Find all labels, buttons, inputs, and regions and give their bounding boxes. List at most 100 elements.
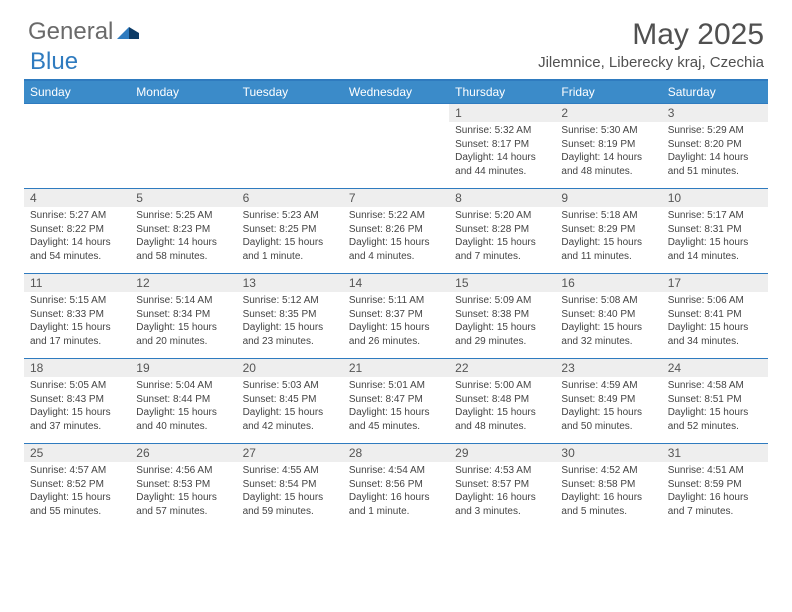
day-number: 17 (662, 274, 768, 292)
day-body: Sunrise: 4:51 AMSunset: 8:59 PMDaylight:… (662, 462, 768, 522)
dow-label: Friday (555, 81, 661, 103)
calendar: SundayMondayTuesdayWednesdayThursdayFrid… (24, 79, 768, 528)
day-number: 24 (662, 359, 768, 377)
day-number: 1 (449, 104, 555, 122)
day-body: Sunrise: 5:17 AMSunset: 8:31 PMDaylight:… (662, 207, 768, 267)
day-body: Sunrise: 5:01 AMSunset: 8:47 PMDaylight:… (343, 377, 449, 437)
day-body: Sunrise: 5:05 AMSunset: 8:43 PMDaylight:… (24, 377, 130, 437)
month-title: May 2025 (538, 18, 764, 52)
day-cell: 5Sunrise: 5:25 AMSunset: 8:23 PMDaylight… (130, 189, 236, 273)
day-number: 6 (237, 189, 343, 207)
day-number: 16 (555, 274, 661, 292)
day-number: 18 (24, 359, 130, 377)
day-cell: 11Sunrise: 5:15 AMSunset: 8:33 PMDayligh… (24, 274, 130, 358)
day-cell: 26Sunrise: 4:56 AMSunset: 8:53 PMDayligh… (130, 444, 236, 528)
day-cell (237, 104, 343, 188)
day-number: 7 (343, 189, 449, 207)
day-body: Sunrise: 5:09 AMSunset: 8:38 PMDaylight:… (449, 292, 555, 352)
day-body: Sunrise: 5:22 AMSunset: 8:26 PMDaylight:… (343, 207, 449, 267)
day-body: Sunrise: 4:53 AMSunset: 8:57 PMDaylight:… (449, 462, 555, 522)
logo: General (28, 18, 143, 46)
day-body: Sunrise: 5:00 AMSunset: 8:48 PMDaylight:… (449, 377, 555, 437)
week-row: 18Sunrise: 5:05 AMSunset: 8:43 PMDayligh… (24, 358, 768, 443)
day-number: 27 (237, 444, 343, 462)
week-row: 1Sunrise: 5:32 AMSunset: 8:17 PMDaylight… (24, 103, 768, 188)
day-number: 30 (555, 444, 661, 462)
dow-label: Wednesday (343, 81, 449, 103)
day-number: 20 (237, 359, 343, 377)
day-cell: 29Sunrise: 4:53 AMSunset: 8:57 PMDayligh… (449, 444, 555, 528)
dow-label: Thursday (449, 81, 555, 103)
day-body: Sunrise: 4:58 AMSunset: 8:51 PMDaylight:… (662, 377, 768, 437)
day-cell: 31Sunrise: 4:51 AMSunset: 8:59 PMDayligh… (662, 444, 768, 528)
day-body: Sunrise: 5:14 AMSunset: 8:34 PMDaylight:… (130, 292, 236, 352)
day-body: Sunrise: 4:56 AMSunset: 8:53 PMDaylight:… (130, 462, 236, 522)
day-cell: 27Sunrise: 4:55 AMSunset: 8:54 PMDayligh… (237, 444, 343, 528)
location: Jilemnice, Liberecky kraj, Czechia (538, 54, 764, 71)
day-body: Sunrise: 5:04 AMSunset: 8:44 PMDaylight:… (130, 377, 236, 437)
day-body: Sunrise: 5:25 AMSunset: 8:23 PMDaylight:… (130, 207, 236, 267)
day-number: 10 (662, 189, 768, 207)
day-cell: 16Sunrise: 5:08 AMSunset: 8:40 PMDayligh… (555, 274, 661, 358)
day-body: Sunrise: 5:06 AMSunset: 8:41 PMDaylight:… (662, 292, 768, 352)
day-cell: 7Sunrise: 5:22 AMSunset: 8:26 PMDaylight… (343, 189, 449, 273)
day-cell: 22Sunrise: 5:00 AMSunset: 8:48 PMDayligh… (449, 359, 555, 443)
day-cell: 1Sunrise: 5:32 AMSunset: 8:17 PMDaylight… (449, 104, 555, 188)
dow-label: Sunday (24, 81, 130, 103)
day-number: 9 (555, 189, 661, 207)
day-body: Sunrise: 4:54 AMSunset: 8:56 PMDaylight:… (343, 462, 449, 522)
day-number: 28 (343, 444, 449, 462)
day-number: 25 (24, 444, 130, 462)
day-body: Sunrise: 4:59 AMSunset: 8:49 PMDaylight:… (555, 377, 661, 437)
day-cell: 23Sunrise: 4:59 AMSunset: 8:49 PMDayligh… (555, 359, 661, 443)
day-body: Sunrise: 4:52 AMSunset: 8:58 PMDaylight:… (555, 462, 661, 522)
day-number: 12 (130, 274, 236, 292)
week-row: 4Sunrise: 5:27 AMSunset: 8:22 PMDaylight… (24, 188, 768, 273)
day-number: 11 (24, 274, 130, 292)
logo-word2: Blue (30, 48, 78, 76)
day-cell: 20Sunrise: 5:03 AMSunset: 8:45 PMDayligh… (237, 359, 343, 443)
day-cell: 4Sunrise: 5:27 AMSunset: 8:22 PMDaylight… (24, 189, 130, 273)
day-cell: 12Sunrise: 5:14 AMSunset: 8:34 PMDayligh… (130, 274, 236, 358)
day-body: Sunrise: 4:55 AMSunset: 8:54 PMDaylight:… (237, 462, 343, 522)
week-row: 11Sunrise: 5:15 AMSunset: 8:33 PMDayligh… (24, 273, 768, 358)
day-cell: 21Sunrise: 5:01 AMSunset: 8:47 PMDayligh… (343, 359, 449, 443)
day-number: 4 (24, 189, 130, 207)
day-cell: 28Sunrise: 4:54 AMSunset: 8:56 PMDayligh… (343, 444, 449, 528)
logo-mark-icon (117, 23, 141, 41)
day-body: Sunrise: 5:29 AMSunset: 8:20 PMDaylight:… (662, 122, 768, 182)
day-number: 5 (130, 189, 236, 207)
day-number: 13 (237, 274, 343, 292)
day-body: Sunrise: 5:27 AMSunset: 8:22 PMDaylight:… (24, 207, 130, 267)
day-number: 22 (449, 359, 555, 377)
day-cell: 24Sunrise: 4:58 AMSunset: 8:51 PMDayligh… (662, 359, 768, 443)
day-cell: 25Sunrise: 4:57 AMSunset: 8:52 PMDayligh… (24, 444, 130, 528)
day-cell: 13Sunrise: 5:12 AMSunset: 8:35 PMDayligh… (237, 274, 343, 358)
day-body: Sunrise: 5:32 AMSunset: 8:17 PMDaylight:… (449, 122, 555, 182)
day-body: Sunrise: 5:15 AMSunset: 8:33 PMDaylight:… (24, 292, 130, 352)
day-number: 26 (130, 444, 236, 462)
day-number: 14 (343, 274, 449, 292)
day-cell (343, 104, 449, 188)
dow-row: SundayMondayTuesdayWednesdayThursdayFrid… (24, 81, 768, 103)
day-body: Sunrise: 5:12 AMSunset: 8:35 PMDaylight:… (237, 292, 343, 352)
week-row: 25Sunrise: 4:57 AMSunset: 8:52 PMDayligh… (24, 443, 768, 528)
day-cell: 2Sunrise: 5:30 AMSunset: 8:19 PMDaylight… (555, 104, 661, 188)
day-cell: 15Sunrise: 5:09 AMSunset: 8:38 PMDayligh… (449, 274, 555, 358)
day-body: Sunrise: 5:03 AMSunset: 8:45 PMDaylight:… (237, 377, 343, 437)
day-body: Sunrise: 5:30 AMSunset: 8:19 PMDaylight:… (555, 122, 661, 182)
day-body: Sunrise: 5:08 AMSunset: 8:40 PMDaylight:… (555, 292, 661, 352)
day-number: 3 (662, 104, 768, 122)
day-number: 8 (449, 189, 555, 207)
day-cell: 14Sunrise: 5:11 AMSunset: 8:37 PMDayligh… (343, 274, 449, 358)
dow-label: Monday (130, 81, 236, 103)
day-cell: 17Sunrise: 5:06 AMSunset: 8:41 PMDayligh… (662, 274, 768, 358)
day-body: Sunrise: 5:23 AMSunset: 8:25 PMDaylight:… (237, 207, 343, 267)
day-cell: 8Sunrise: 5:20 AMSunset: 8:28 PMDaylight… (449, 189, 555, 273)
dow-label: Tuesday (237, 81, 343, 103)
day-number: 21 (343, 359, 449, 377)
day-cell: 3Sunrise: 5:29 AMSunset: 8:20 PMDaylight… (662, 104, 768, 188)
logo-word1: General (28, 18, 113, 46)
day-cell (24, 104, 130, 188)
day-number: 19 (130, 359, 236, 377)
